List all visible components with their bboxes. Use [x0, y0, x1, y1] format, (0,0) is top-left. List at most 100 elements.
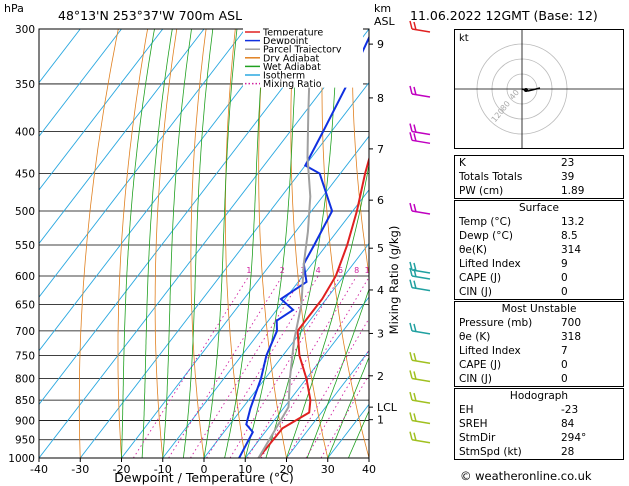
pressure-tick-label: 700	[15, 326, 35, 338]
wet-adiabat-line	[348, 409, 369, 458]
isotherm-line	[39, 29, 164, 191]
isotherm-line	[244, 296, 369, 458]
surface-row: θe(K) 314	[455, 243, 623, 257]
wind-barb	[411, 377, 431, 383]
wet-adiabat-line	[224, 29, 266, 458]
km-tick-label: 8	[377, 92, 384, 105]
dry-adiabat-line	[258, 29, 287, 458]
wind-barb-flag	[409, 261, 413, 271]
km-tick-label: 1	[377, 414, 384, 427]
surface-value: 9	[561, 258, 568, 270]
wet-adiabat-line	[306, 288, 369, 458]
unstable-label: CAPE (J)	[459, 359, 502, 371]
isotherm-line	[39, 29, 287, 352]
pressure-tick-label: 450	[15, 168, 35, 180]
isotherm-line	[39, 29, 369, 458]
x-tick-label: -40	[30, 463, 48, 476]
surface-row: CAPE (J) 0	[455, 271, 623, 285]
hodograph-stat-label: SREH	[459, 418, 488, 430]
wind-barb-flag	[409, 85, 413, 95]
pressure-tick-label: 800	[15, 373, 35, 385]
hodograph-stat-label: StmSpd (kt)	[459, 446, 522, 458]
unstable-label: Lifted Index	[459, 345, 521, 357]
hodograph-stat-label: EH	[459, 404, 474, 416]
surface-value: 314	[561, 244, 582, 256]
legend-bg	[243, 35, 363, 45]
hodograph-stat-row: StmSpd (kt) 28	[455, 445, 623, 459]
x-axis-label: Dewpoint / Temperature (°C)	[114, 470, 293, 485]
unstable-value: 0	[561, 373, 568, 385]
wind-barb-flag	[409, 431, 413, 440]
mixing-ratio-line	[260, 276, 369, 458]
unit-km: km	[374, 2, 392, 15]
legend-label: Temperature	[262, 28, 323, 39]
dry-adiabat-line	[117, 29, 148, 458]
hodograph-storm-dot	[524, 88, 528, 92]
wind-barb	[411, 275, 431, 280]
index-label: Totals Totals	[459, 171, 523, 183]
surface-row: Dewp (°C) 8.5	[455, 229, 623, 243]
isotherm-line	[79, 81, 369, 458]
legend-bg	[243, 78, 363, 88]
wet-adiabat-line	[286, 162, 369, 458]
x-tick-label: 20	[280, 463, 294, 476]
wind-barb-flag	[409, 412, 413, 421]
surface-row: Lifted Index 9	[455, 257, 623, 271]
unstable-label: Pressure (mb)	[459, 317, 533, 329]
dry-adiabat-line	[154, 29, 178, 458]
hodograph-stat-label: StmDir	[459, 432, 496, 444]
isotherm-line	[39, 29, 205, 245]
legend-bg	[243, 70, 363, 79]
legend-bg	[243, 44, 363, 54]
unstable-value: 700	[561, 317, 582, 329]
hodograph-stat-row: StmDir 294°	[455, 431, 623, 445]
hodograph-stat-row: EH -23	[455, 403, 623, 417]
unstable-label: θe (K)	[459, 331, 491, 343]
legend-label: Dry Adiabat	[263, 53, 320, 64]
pressure-tick-label: 550	[15, 240, 35, 252]
indices-panel: K 23 Totals Totals 39 PW (cm) 1.89 Surface Te…	[454, 155, 624, 461]
series-line	[257, 29, 312, 458]
mixing-ratio-label: 1	[246, 266, 251, 275]
wind-barb	[411, 28, 431, 33]
dry-adiabat-line	[78, 29, 119, 458]
hodograph-box: Hodograph EH -23 SREH 84 StmDir 294° StmSpd (k…	[454, 388, 624, 460]
wind-barb	[411, 419, 431, 425]
index-row: PW (cm) 1.89	[455, 184, 623, 198]
dry-adiabat-line	[351, 29, 369, 277]
wet-adiabat-line	[265, 29, 339, 458]
pressure-tick-label: 900	[15, 415, 35, 427]
wind-barb	[411, 399, 431, 404]
pressure-tick-label: 650	[15, 300, 35, 312]
pressure-tick-label: 600	[15, 271, 35, 283]
isotherm-line	[39, 29, 329, 406]
wind-barb-flag	[409, 352, 413, 361]
unstable-value: 318	[561, 331, 582, 343]
isotherm-line	[162, 189, 369, 458]
index-label: K	[459, 157, 466, 169]
pressure-tick-label: 300	[15, 24, 35, 36]
mixing-ratio-axis-label: Mixing Ratio (g/kg)	[387, 226, 401, 335]
surface-label: Lifted Index	[459, 258, 521, 270]
wet-adiabat-line	[141, 29, 173, 458]
unstable-row: CIN (J) 0	[455, 372, 623, 386]
mixing-ratio-label: 8	[354, 266, 359, 275]
unstable-title: Most Unstable	[501, 303, 577, 315]
x-tick-label: -30	[71, 463, 89, 476]
mixing-ratio-label: 2	[280, 266, 285, 275]
unstable-label: CIN (J)	[459, 373, 492, 385]
wind-barb-flag	[409, 370, 413, 379]
wind-barb-flag	[409, 132, 413, 141]
hodograph-stat-value: 84	[561, 418, 575, 430]
legend-label: Parcel Trajectory	[263, 45, 342, 56]
series-line	[257, 155, 369, 458]
km-tick-label: 4	[377, 284, 384, 297]
mixing-ratio-label: 4	[316, 266, 321, 275]
location-title: 48°13'N 253°37'W 700m ASL	[58, 8, 243, 23]
unstable-row: Pressure (mb) 700	[455, 316, 623, 330]
wind-barb-flag	[413, 133, 417, 142]
wet-adiabat-line	[183, 29, 214, 458]
legend-label: Dewpoint	[263, 36, 308, 47]
unstable-value: 0	[561, 359, 568, 371]
